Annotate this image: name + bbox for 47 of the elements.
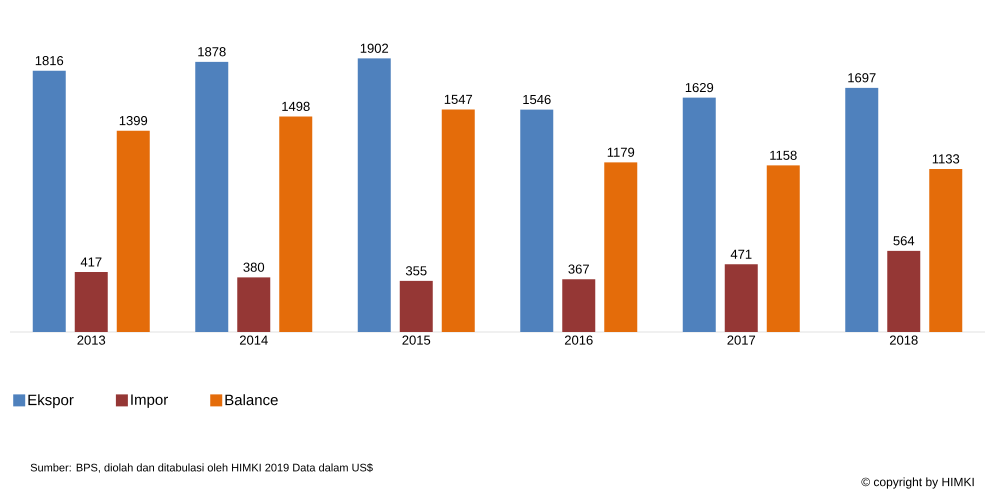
data-label: 355 bbox=[406, 266, 427, 276]
x-tick-label: 2016 bbox=[564, 336, 593, 345]
data-label: 417 bbox=[80, 258, 102, 266]
bar bbox=[442, 109, 475, 332]
data-label: 1816 bbox=[36, 56, 64, 66]
text: © copyright by HIMKI bbox=[861, 477, 974, 489]
bar bbox=[116, 130, 150, 332]
legend-label: Impor bbox=[131, 394, 168, 408]
bar bbox=[604, 162, 638, 332]
bar bbox=[32, 70, 66, 332]
bar bbox=[400, 280, 433, 332]
bar bbox=[74, 272, 108, 332]
bar bbox=[682, 98, 716, 332]
data-label: 367 bbox=[568, 264, 589, 274]
data-label: 380 bbox=[243, 262, 264, 272]
legend-label: Ekspor bbox=[28, 394, 74, 408]
bar bbox=[520, 110, 554, 332]
data-label: 1158 bbox=[770, 150, 797, 160]
legend-label: Balance bbox=[225, 394, 278, 406]
data-label: 1179 bbox=[608, 148, 634, 157]
data-label: 1399 bbox=[120, 116, 148, 126]
data-label: 471 bbox=[730, 250, 752, 259]
data-label: 1498 bbox=[282, 102, 310, 111]
x-tick-label: 2018 bbox=[890, 336, 918, 345]
data-label: 1902 bbox=[360, 44, 388, 53]
bar bbox=[929, 169, 962, 332]
x-tick-label: 2017 bbox=[727, 336, 756, 345]
data-label: 1547 bbox=[444, 94, 472, 104]
bar bbox=[358, 58, 391, 332]
x-tick-label: 2013 bbox=[77, 336, 106, 345]
bar bbox=[237, 277, 270, 332]
bar bbox=[887, 250, 920, 332]
data-label: 1133 bbox=[932, 154, 960, 164]
bar bbox=[766, 165, 800, 332]
data-label: 564 bbox=[893, 236, 914, 246]
x-tick-label: 2015 bbox=[402, 336, 430, 345]
text: Sumber: BPS, diolah dan ditabulasi oleh HIMKI 2019 Data dalam US$ bbox=[30, 463, 373, 473]
data-label: 1878 bbox=[198, 47, 226, 56]
bar bbox=[562, 279, 596, 332]
data-label: 1697 bbox=[848, 73, 876, 82]
bar bbox=[279, 116, 312, 332]
bar bbox=[845, 88, 878, 332]
bar bbox=[195, 62, 228, 332]
data-label: 1546 bbox=[523, 94, 551, 104]
data-label: 1629 bbox=[686, 82, 714, 92]
bar bbox=[724, 264, 758, 332]
x-tick-label: 2014 bbox=[240, 336, 268, 345]
